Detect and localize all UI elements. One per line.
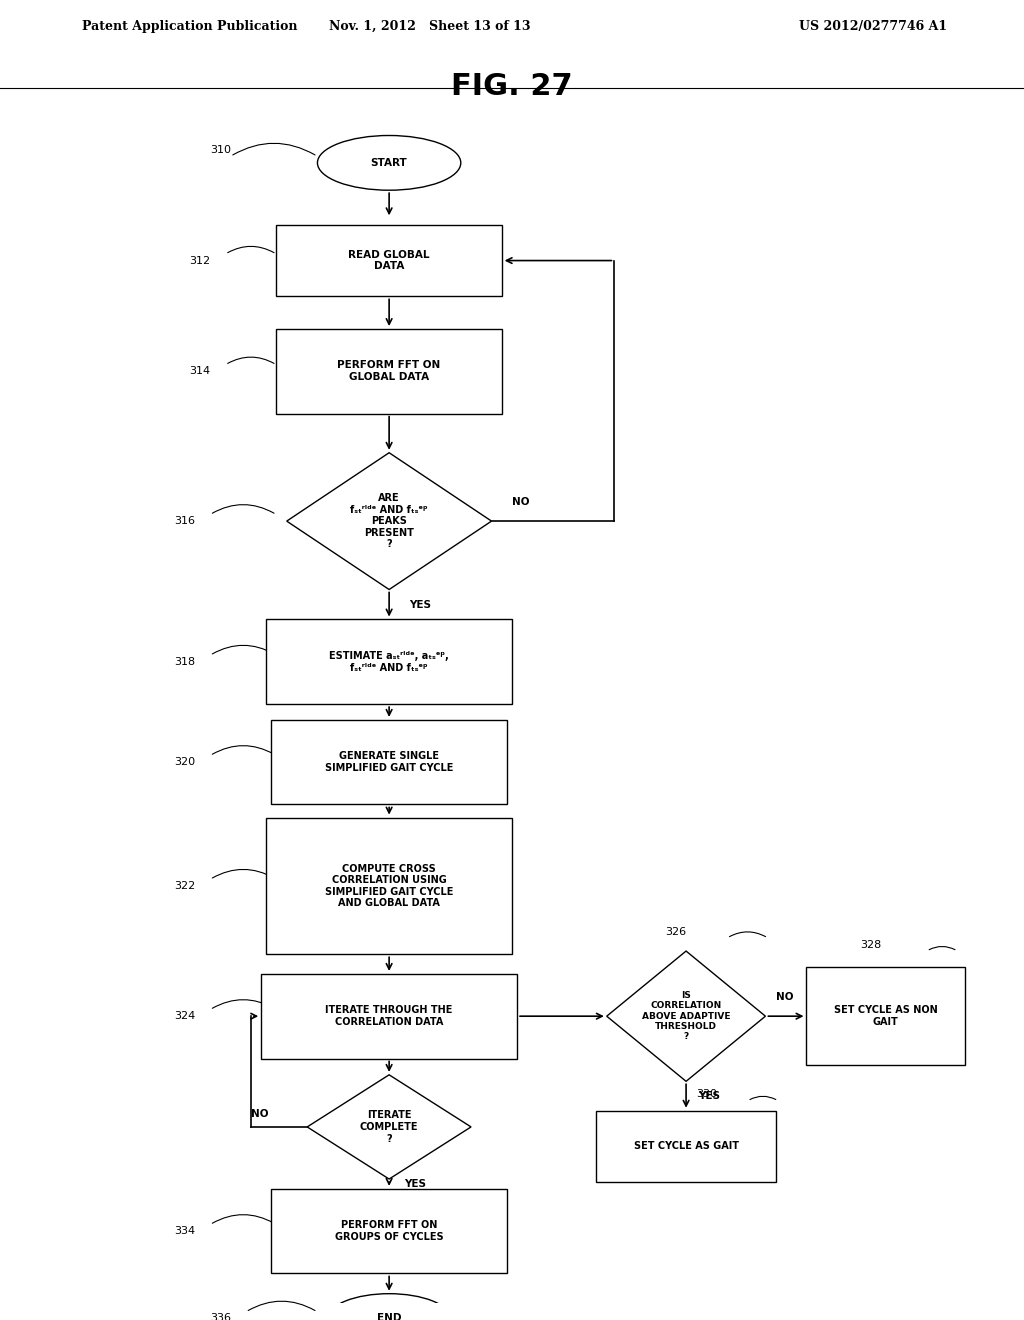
Ellipse shape — [328, 1294, 451, 1320]
FancyBboxPatch shape — [276, 224, 502, 297]
Text: START: START — [371, 158, 408, 168]
Text: 316: 316 — [174, 516, 196, 527]
Text: 326: 326 — [666, 927, 687, 936]
Text: NO: NO — [776, 991, 794, 1002]
FancyBboxPatch shape — [276, 329, 502, 413]
FancyBboxPatch shape — [266, 619, 512, 704]
Text: US 2012/0277746 A1: US 2012/0277746 A1 — [799, 20, 947, 33]
Ellipse shape — [317, 136, 461, 190]
Polygon shape — [606, 950, 766, 1081]
Text: 314: 314 — [189, 366, 211, 376]
Text: YES: YES — [404, 1179, 426, 1189]
Text: 336: 336 — [210, 1313, 231, 1320]
Text: ITERATE THROUGH THE
CORRELATION DATA: ITERATE THROUGH THE CORRELATION DATA — [326, 1006, 453, 1027]
Text: ESTIMATE aₛₜʳᴵᵈᵉ, aₜₛᵉᵖ,
fₛₜʳᴵᵈᵉ AND fₜₛᵉᵖ: ESTIMATE aₛₜʳᴵᵈᵉ, aₜₛᵉᵖ, fₛₜʳᴵᵈᵉ AND fₜₛ… — [330, 651, 449, 673]
Text: 334: 334 — [174, 1226, 196, 1236]
Text: READ GLOBAL
DATA: READ GLOBAL DATA — [348, 249, 430, 272]
Text: YES: YES — [410, 599, 431, 610]
Text: NO: NO — [512, 496, 529, 507]
Polygon shape — [307, 1074, 471, 1179]
Text: IS
CORRELATION
ABOVE ADAPTIVE
THRESHOLD
?: IS CORRELATION ABOVE ADAPTIVE THRESHOLD … — [642, 991, 730, 1041]
Text: PERFORM FFT ON
GROUPS OF CYCLES: PERFORM FFT ON GROUPS OF CYCLES — [335, 1221, 443, 1242]
Text: 312: 312 — [189, 256, 211, 265]
Text: NO: NO — [251, 1109, 268, 1119]
FancyBboxPatch shape — [596, 1110, 776, 1183]
Text: Patent Application Publication: Patent Application Publication — [82, 20, 297, 33]
Text: YES: YES — [698, 1092, 720, 1101]
Text: 322: 322 — [174, 880, 196, 891]
Text: 332: 332 — [379, 1200, 400, 1210]
Polygon shape — [287, 453, 492, 590]
Text: SET CYCLE AS GAIT: SET CYCLE AS GAIT — [634, 1142, 738, 1151]
FancyBboxPatch shape — [261, 974, 517, 1059]
Text: GENERATE SINGLE
SIMPLIFIED GAIT CYCLE: GENERATE SINGLE SIMPLIFIED GAIT CYCLE — [325, 751, 454, 774]
Text: 318: 318 — [174, 657, 196, 667]
Text: Nov. 1, 2012   Sheet 13 of 13: Nov. 1, 2012 Sheet 13 of 13 — [330, 20, 530, 33]
Text: FIG. 27: FIG. 27 — [452, 71, 572, 100]
Text: 324: 324 — [174, 1011, 196, 1022]
Text: SET CYCLE AS NON
GAIT: SET CYCLE AS NON GAIT — [834, 1006, 938, 1027]
FancyBboxPatch shape — [271, 1189, 507, 1274]
Text: ITERATE
COMPLETE
?: ITERATE COMPLETE ? — [359, 1110, 419, 1143]
FancyBboxPatch shape — [266, 817, 512, 954]
Text: 320: 320 — [174, 758, 196, 767]
Text: 330: 330 — [696, 1089, 718, 1100]
Text: COMPUTE CROSS
CORRELATION USING
SIMPLIFIED GAIT CYCLE
AND GLOBAL DATA: COMPUTE CROSS CORRELATION USING SIMPLIFI… — [325, 863, 454, 908]
Text: PERFORM FFT ON
GLOBAL DATA: PERFORM FFT ON GLOBAL DATA — [338, 360, 440, 381]
Text: END: END — [377, 1313, 401, 1320]
FancyBboxPatch shape — [271, 719, 507, 804]
Text: ARE
fₛₜʳᴵᵈᵉ AND fₜₛᵉᵖ
PEAKS
PRESENT
?: ARE fₛₜʳᴵᵈᵉ AND fₜₛᵉᵖ PEAKS PRESENT ? — [350, 492, 428, 549]
Text: 310: 310 — [210, 145, 231, 154]
Text: 328: 328 — [860, 940, 882, 949]
FancyBboxPatch shape — [807, 968, 965, 1065]
